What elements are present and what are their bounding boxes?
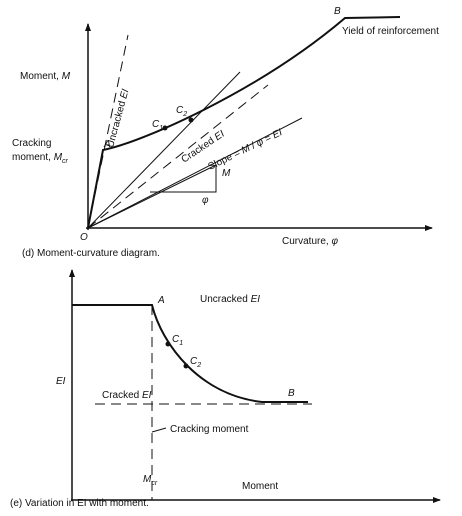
caption: (d) Moment-curvature diagram. [22, 248, 160, 259]
moment-curvature-curve [87, 16, 401, 229]
moment-curvature-diagram: Moment, M Cracking moment, Mcr Uncracked… [12, 6, 439, 259]
point-c2 [183, 363, 189, 369]
point-c2 [188, 117, 194, 123]
point-label: B [288, 388, 295, 399]
cracking-moment-label: Cracking [12, 138, 51, 149]
rise-label: M [222, 168, 231, 179]
point-label: A [157, 295, 165, 306]
ei-curve [72, 304, 308, 403]
point-c1 [162, 125, 168, 131]
cracked-line [87, 84, 269, 229]
y-axis-label: Moment, M [20, 71, 71, 82]
cracking-moment-label: moment, Mcr [12, 152, 69, 165]
slope-line [87, 117, 303, 229]
cracking-moment-label: Cracking moment [170, 424, 249, 435]
triangle-hypotenuse [87, 164, 217, 229]
leader-line [151, 427, 167, 433]
point-label: B [334, 6, 341, 17]
point-c1 [165, 341, 171, 347]
yield-label: Yield of reinforcement [342, 26, 439, 37]
point-label: A [103, 139, 111, 150]
x-axis-label: Curvature, φ [282, 236, 338, 247]
cracked-label: Cracked EI [102, 390, 152, 401]
caption: (e) Variation in EI with moment. [10, 498, 149, 509]
x-axis-label: Moment [242, 481, 278, 492]
point-label: C2 [190, 356, 201, 369]
run-label: φ [202, 195, 209, 206]
slope-triangle [150, 165, 217, 193]
origin-label: O [80, 232, 88, 243]
point-label: C1 [172, 334, 183, 347]
y-axis-label: EI [56, 376, 66, 387]
point-label: C1 [152, 119, 163, 132]
x-tick-label: Mcr [143, 474, 158, 487]
secant-line [87, 71, 241, 229]
uncracked-label: Uncracked EI [200, 294, 260, 305]
ei-variation-diagram: A Uncracked EI C1 C2 EI Cracked EI B Cra… [10, 269, 441, 509]
point-label: C2 [176, 105, 187, 118]
